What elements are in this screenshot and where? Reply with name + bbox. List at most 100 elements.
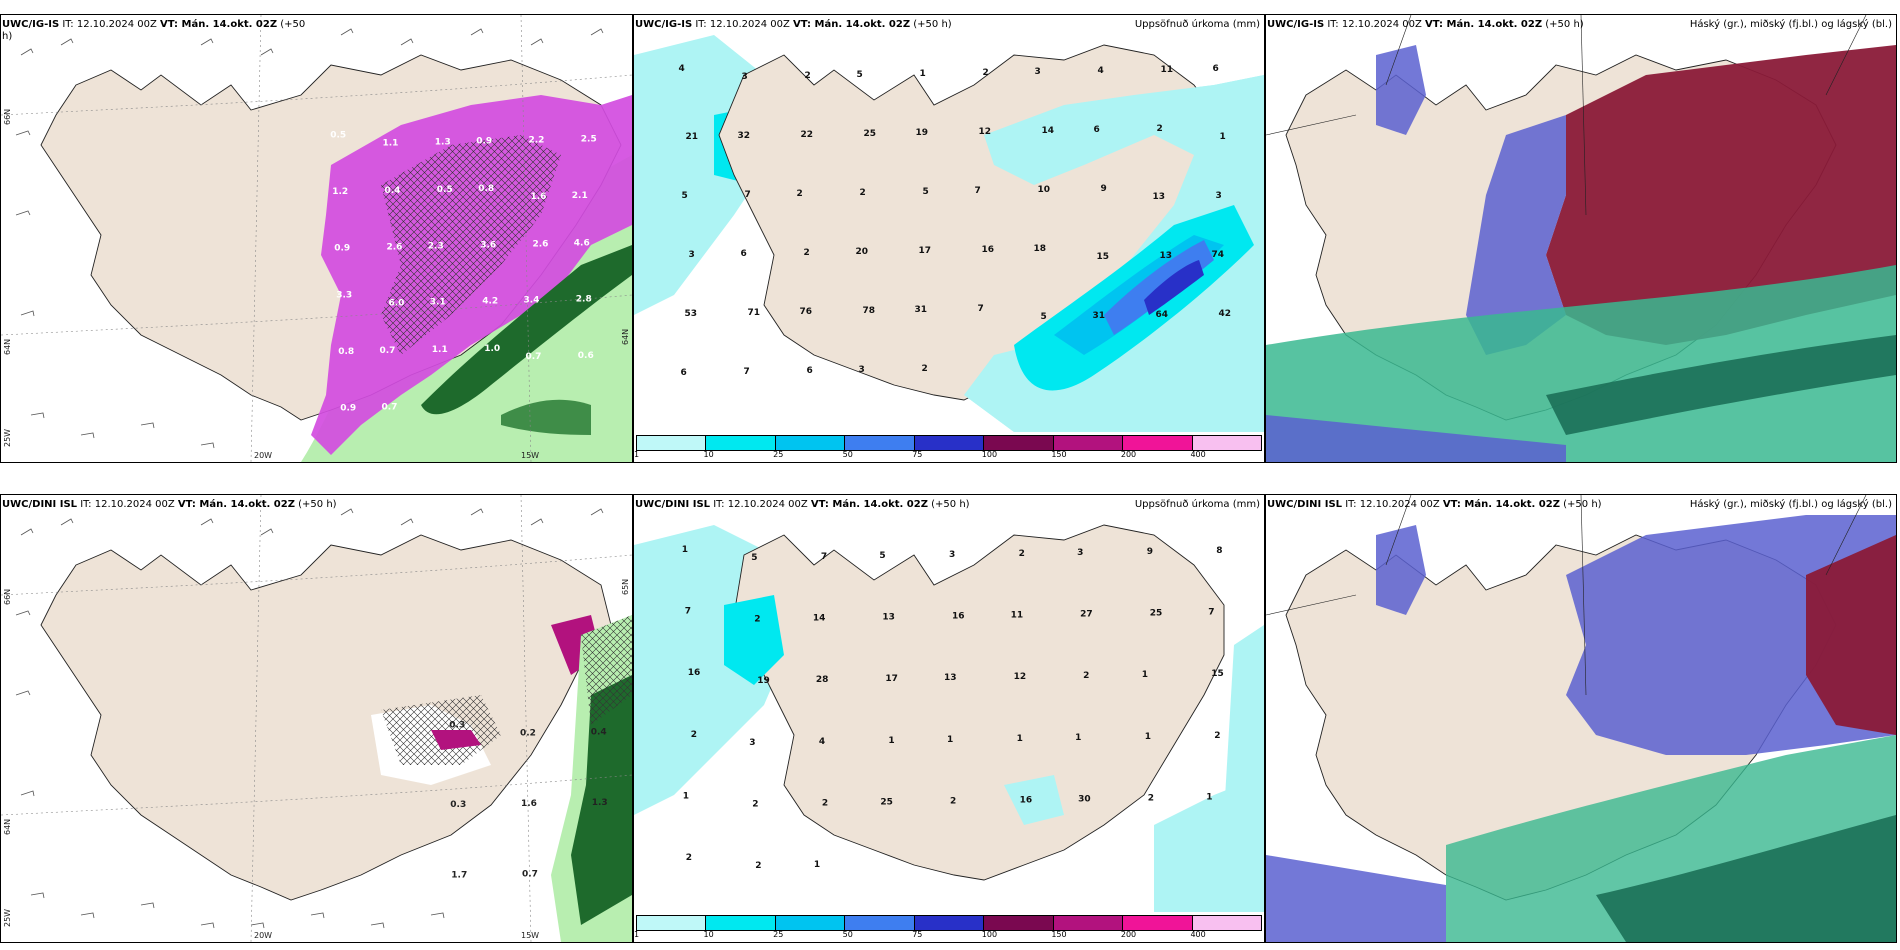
precip-value: 64 [1156,310,1169,320]
precip-value: 17 [919,246,932,256]
precip-value: 0.5 [437,185,453,195]
colorbar-swatch [1192,436,1261,450]
axis-label-66n: 66N [3,108,12,125]
map-panel-top-middle: 4 3 2 5 1 2 3 4 11 6 21 32 22 25 19 12 14 6 2 1 5 7 2 2 5 7 10 9 13 3… [633,14,1265,463]
precip-value: 3 [949,550,955,560]
colorbar-tick-label: 25 [773,930,784,939]
precip-value: 21 [686,132,699,142]
iceland-land [40,534,612,901]
axis-label-64n: 64N [3,338,12,355]
precip-value: 17 [885,674,898,684]
precip-value: 0.3 [450,800,466,810]
precip-value: 0.7 [380,346,396,356]
precip-value: 3.6 [480,240,496,250]
precip-value: 11 [1011,611,1024,621]
axis-label-65n-right: 65N [621,578,630,595]
colorbar-tick-label: 200 [1120,450,1137,459]
precip-value: 19 [916,128,929,138]
precip-value: 14 [813,614,826,624]
axis-label-64n: 64N [3,818,12,835]
map-panel-top-left: 0.5 1.1 1.3 0.9 2.2 2.5 1.2 0.4 0.5 0.8 1.6 2.1 0.9 2… [0,14,633,463]
precip-value-labels: 0.3 0.2 0.4 0.3 1.6 1.3 1.7 0.7 [449,721,607,881]
precip-value: 16 [952,612,965,622]
precip-value: 14 [1042,126,1055,136]
precip-value: 2 [691,730,697,740]
map-panel-top-right: UWC/IG-IS IT: 12.10.2024 00Z VT: Mán. 14… [1265,14,1897,463]
map-panel-bottom-left: 0.3 0.2 0.4 0.3 1.6 1.3 1.7 0.7 UWC/DINI ISL IT… [0,494,633,943]
map-panel-bottom-right: UWC/DINI ISL IT: 12.10.2024 00Z VT: Mán.… [1265,494,1897,943]
precip-value: 0.4 [591,728,607,738]
precip-value: 3.1 [430,298,446,308]
panel-header: UWC/DINI ISL IT: 12.10.2024 00Z VT: Mán.… [635,499,970,510]
precip-value: 74 [1212,250,1225,260]
colorbar-tick-label: 75 [912,450,923,459]
precip-value: 2.1 [572,191,588,201]
precip-value: 0.5 [330,131,346,141]
axis-label-64n-right: 64N [621,328,630,345]
colorbar-swatch [914,436,985,450]
precip-value: 1 [1145,732,1151,742]
panel-header: UWC/DINI ISL IT: 12.10.2024 00Z VT: Mán.… [1267,499,1602,510]
precip-value: 13 [1160,251,1173,261]
precip-value: 6 [741,249,747,259]
precip-value: 2 [1148,794,1154,804]
precip-value: 3 [689,250,695,260]
precip-value: 1.1 [383,139,399,149]
precip-value: 1 [682,545,688,555]
precip-value: 0.8 [478,184,494,194]
panel-header: UWC/IG-IS IT: 12.10.2024 00Z VT: Mán. 14… [635,19,952,30]
precip-value: 2 [752,800,758,810]
precip-value: 2.3 [428,241,444,251]
precip-value: 19 [757,676,770,686]
precip-value: 2 [804,248,810,258]
precip-value: 2 [1157,124,1163,134]
precip-value: 3 [859,365,865,375]
precip-value: 1 [1075,733,1081,743]
colorbar-tick-label: 150 [1051,450,1067,459]
map-canvas [1266,15,1896,462]
precip-value: 53 [685,309,698,319]
precip-value: 5 [923,187,929,197]
precip-value: 0.7 [522,869,538,879]
colorbar-swatch [984,916,1054,930]
colorbar-swatch [845,916,915,930]
precip-value: 78 [863,306,876,316]
wind-barbs [15,508,604,929]
precip-value: 2 [822,799,828,809]
precip-value: 2 [950,797,956,807]
precip-value: 1 [1206,793,1212,803]
colorbar-swatch [637,916,707,930]
precip-value: 7 [975,186,981,196]
precip-value: 15 [1097,252,1110,262]
precip-value: 13 [1153,192,1166,202]
precip-value: 3 [1077,548,1083,558]
colorbar-tick-label: 75 [912,930,923,939]
colorbar-swatch [775,436,846,450]
precip-value: 1.3 [592,798,608,808]
colorbar-swatch [1053,436,1124,450]
colorbar-tick-label: 400 [1190,450,1206,459]
precip-value: 6 [681,368,687,378]
precip-value: 16 [688,668,701,678]
precip-value: 22 [801,130,814,140]
panel-header: UWC/IG-IS IT: 12.10.2024 00Z VT: Mán. 14… [1267,19,1584,30]
map-canvas [1266,495,1896,942]
precip-value: 7 [1208,608,1214,618]
precip-value: 0.3 [449,721,465,731]
colorbar-tick-label: 10 [703,450,714,459]
precip-value: 31 [915,305,928,315]
precip-value: 7 [978,304,984,314]
precip-value: 16 [982,245,995,255]
colorbar-swatch [1053,916,1124,930]
precip-value: 2.6 [533,239,549,249]
precip-value: 6 [1094,125,1100,135]
precip-colorbar: 1 10 25 50 75 100 150 200 400 [634,912,1264,942]
precip-value: 3 [1216,191,1222,201]
precip-value: 12 [1014,672,1027,682]
map-canvas: 0.3 0.2 0.4 0.3 1.6 1.3 1.7 0.7 [1,495,632,942]
precip-value: 71 [748,308,761,318]
precip-value: 76 [800,307,813,317]
panel-title-right: Uppsöfnuð úrkoma (mm) [1134,19,1260,30]
colorbar-tick-label: 25 [773,450,784,459]
precip-value: 1 [1017,734,1023,744]
